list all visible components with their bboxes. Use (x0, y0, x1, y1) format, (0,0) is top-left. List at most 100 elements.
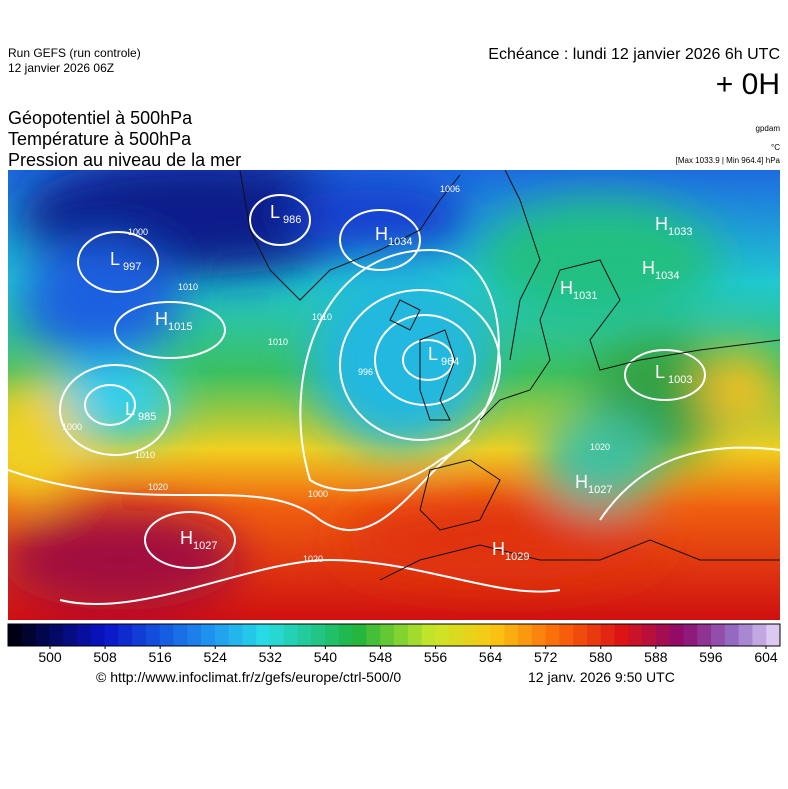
colorbar-swatch (683, 624, 698, 646)
colorbar-swatch (173, 624, 188, 646)
colorbar-swatch (476, 624, 491, 646)
colorbar-frame (7, 623, 781, 647)
colorbar-swatch (766, 624, 781, 646)
colorbar-swatch (35, 624, 50, 646)
colorbar-tick-label: 516 (148, 649, 172, 665)
colorbar-swatch (614, 624, 629, 646)
center-value: 1033 (668, 226, 692, 238)
colorbar-tick-label: 604 (754, 649, 778, 665)
colorbar-tick-label: 524 (204, 649, 228, 665)
colorbar-swatch (573, 624, 588, 646)
colorbar-swatch (435, 624, 450, 646)
colorbar-swatch (242, 624, 257, 646)
colorbar-swatch (380, 624, 395, 646)
colorbar-swatch (421, 624, 436, 646)
center-type: L (428, 344, 438, 364)
center-type: L (270, 202, 280, 222)
center-value: 985 (138, 411, 156, 423)
colorbar-swatch (297, 624, 312, 646)
center-type: L (125, 399, 135, 419)
colorbar-swatch (711, 624, 726, 646)
colorbar-swatch (559, 624, 574, 646)
colorbar-swatch (655, 624, 671, 646)
isobar-label: 1010 (268, 337, 288, 347)
colorbar-swatch (104, 624, 119, 646)
center-value: 1027 (193, 540, 217, 552)
center-value: 1031 (573, 290, 597, 302)
colorbar-swatch (269, 624, 285, 646)
isobar-label: 1000 (308, 489, 328, 499)
colorbar-swatch (752, 624, 767, 646)
colorbar-swatch (462, 624, 478, 646)
colorbar-tick-label: 500 (38, 649, 62, 665)
isobar-label: 996 (358, 367, 373, 377)
isobar-label: 1020 (590, 442, 610, 452)
colorbar-swatch (587, 624, 602, 646)
colorbar-swatch (490, 624, 505, 646)
coastlines (239, 170, 780, 581)
center-value: 964 (441, 356, 459, 368)
center-value: 1029 (505, 551, 529, 563)
colorbar-swatch (531, 624, 547, 646)
run-date: 12 janvier 2026 06Z (8, 61, 115, 75)
isobar-label: 1006 (440, 184, 460, 194)
colorbar-swatch (21, 624, 37, 646)
isobar-label: 1020 (148, 482, 168, 492)
colorbar-swatch (449, 624, 464, 646)
colorbar-tick-label: 572 (534, 649, 558, 665)
source-credit: © http://www.infoclimat.fr/z/gefs/europe… (96, 669, 402, 685)
center-value: 1015 (168, 321, 192, 333)
isobar-label: 1020 (303, 554, 323, 564)
colorbar-swatch (724, 624, 740, 646)
colorbar-tick-label: 580 (589, 649, 613, 665)
colorbar-swatch (628, 624, 643, 646)
colorbar-swatch (90, 624, 105, 646)
colorbar-swatch (283, 624, 298, 646)
center-type: L (655, 362, 665, 382)
colorbar-swatch (214, 624, 230, 646)
colorbar-swatch (738, 624, 753, 646)
colorbar-swatch (697, 624, 712, 646)
isobar-label: 1010 (312, 312, 332, 322)
isobar-label: 1010 (135, 450, 155, 460)
colorbar-swatch (49, 624, 64, 646)
lead-time: + 0H (715, 68, 780, 101)
forecast-time: Echéance : lundi 12 janvier 2026 6h UTC (488, 46, 780, 63)
colorbar-tick-label: 564 (479, 649, 503, 665)
colorbar-swatch (600, 624, 616, 646)
center-value: 1003 (668, 374, 692, 386)
colorbar-swatch (8, 624, 23, 646)
colorbar-swatch (145, 624, 161, 646)
colorbar-swatch (159, 624, 174, 646)
colorbar-swatch (228, 624, 243, 646)
colorbar-swatch (642, 624, 657, 646)
colorbar-swatch (187, 624, 202, 646)
colorbar-swatch (256, 624, 271, 646)
unit-label: gpdam (755, 124, 780, 133)
run-label: Run GEFS (run controle) (8, 46, 141, 60)
center-value: 1034 (388, 236, 412, 248)
center-type: H (375, 224, 388, 244)
isobar-label: 1000 (128, 227, 148, 237)
colorbar-swatch (76, 624, 92, 646)
colorbar-tick-label: 548 (369, 649, 393, 665)
pressure-range: [Max 1033.9 | Min 964.4] hPa (675, 156, 780, 165)
generated-time: 12 janv. 2026 9:50 UTC (528, 669, 675, 685)
center-type: H (560, 278, 573, 298)
colorbar-swatch (118, 624, 133, 646)
isobar-label: 1000 (62, 422, 82, 432)
unit-label: °C (771, 143, 780, 152)
colorbar-tick-label: 540 (314, 649, 338, 665)
isobars (8, 194, 780, 605)
colorbar-swatch (311, 624, 326, 646)
title: Température à 500hPa (8, 129, 192, 149)
colorbar-swatch (407, 624, 423, 646)
center-type: L (110, 249, 120, 269)
colorbar-tick-label: 596 (699, 649, 723, 665)
title: Pression au niveau de la mer (8, 150, 242, 170)
center-value: 986 (283, 214, 301, 226)
center-value: 997 (123, 261, 141, 273)
